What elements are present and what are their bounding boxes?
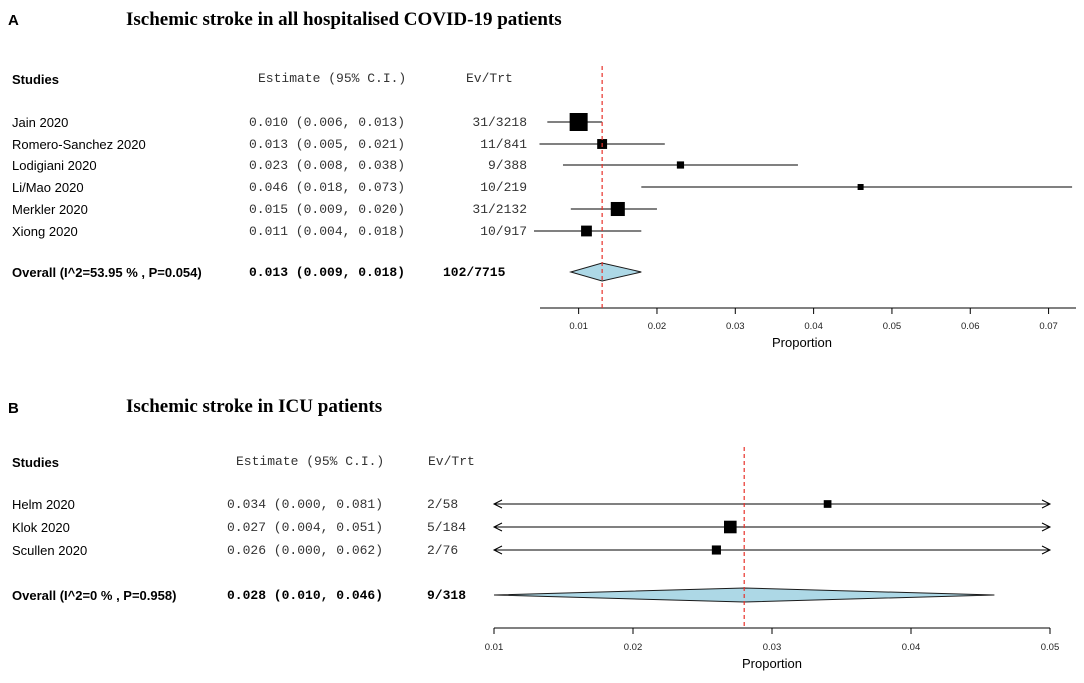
panel-a-header-studies: Studies [12,72,59,87]
panel-b-x-tick-label: 0.02 [624,642,643,653]
panel-b-study-marker [724,520,737,534]
study-name: Merkler 2020 [12,202,88,217]
panel-a-overall-diamond [569,262,642,282]
overall-estimate: 0.013 (0.009, 0.018) [249,265,406,280]
study-events: 2/58 [427,497,459,512]
panel-b-header-events: Ev/Trt [428,454,475,469]
study-events: 31/2132 [472,202,527,217]
study-estimate: 0.023 (0.008, 0.038) [249,158,406,173]
overall-name: Overall (I^2=53.95 % , P=0.054) [12,265,202,280]
study-estimate: 0.034 (0.000, 0.081) [227,497,384,512]
study-estimate: 0.011 (0.004, 0.018) [249,224,406,239]
study-events: 5/184 [427,520,467,535]
panel-b-ci-arrow-right [1041,522,1052,532]
study-estimate: 0.046 (0.018, 0.073) [249,180,406,195]
study-name: Jain 2020 [12,115,69,130]
panel-a-title: Ischemic stroke in all hospitalised COVI… [126,9,562,30]
panel-a-study-marker [676,161,685,169]
panel-b-title: Ischemic stroke in ICU patients [126,396,383,417]
panel-b-header-studies: Studies [12,455,59,470]
panel-b-x-axis-title: Proportion [742,656,802,671]
study-name: Helm 2020 [12,497,75,512]
overall-name: Overall (I^2=0 % , P=0.958) [12,588,177,603]
study-events: 31/3218 [472,115,527,130]
study-name: Klok 2020 [12,520,70,535]
panel-a-x-tick-label: 0.07 [1039,321,1058,332]
overall-events: 102/7715 [443,265,506,280]
panel-a-study-marker [857,184,864,190]
study-events: 9/388 [487,158,527,173]
panel-b-x-tick-label: 0.04 [902,642,921,653]
panel-b-label: B [8,400,19,417]
panel-b-x-tick-label: 0.03 [763,642,782,653]
overall-estimate: 0.028 (0.010, 0.046) [227,588,384,603]
panel-a-x-tick-label: 0.04 [804,321,823,332]
study-estimate: 0.027 (0.004, 0.051) [227,520,384,535]
panel-a-x-tick-label: 0.06 [961,321,980,332]
study-events: 2/76 [427,543,459,558]
study-events: 11/841 [480,137,527,152]
study-estimate: 0.015 (0.009, 0.020) [249,202,406,217]
study-estimate: 0.013 (0.005, 0.021) [249,137,406,152]
study-events: 10/917 [480,224,527,239]
study-name: Lodigiani 2020 [12,158,97,173]
study-estimate: 0.010 (0.006, 0.013) [249,115,406,130]
panel-a-x-tick-label: 0.03 [726,321,745,332]
panel-a-header-estimate: Estimate (95% C.I.) [258,71,407,86]
panel-b-header-estimate: Estimate (95% C.I.) [236,454,385,469]
study-events: 10/219 [480,180,527,195]
panel-b-x-tick-label: 0.01 [485,642,504,653]
panel-b-ci-arrow-left [492,499,503,509]
panel-b-ci-arrow-left [492,522,503,532]
study-name: Romero-Sanchez 2020 [12,137,146,152]
panel-b-ci-arrow-left [492,545,503,555]
panel-b-ci-arrow-right [1041,499,1052,509]
panel-a-study-marker [569,113,588,131]
study-estimate: 0.026 (0.000, 0.062) [227,543,384,558]
panel-b-ci-arrow-right [1041,545,1052,555]
study-name: Xiong 2020 [12,224,78,239]
study-name: Scullen 2020 [12,543,88,558]
panel-a-x-tick-label: 0.01 [569,321,588,332]
panel-b-x-tick-label: 0.05 [1041,642,1060,653]
panel-a-study-marker [610,201,625,217]
panel-b-study-marker [711,545,721,555]
panel-b-study-marker [823,500,832,508]
panel-a-label: A [8,12,19,29]
panel-a-x-tick-label: 0.02 [648,321,667,332]
study-name: Li/Mao 2020 [12,180,84,195]
panel-a-header-events: Ev/Trt [466,71,513,86]
panel-a-x-axis-title: Proportion [772,335,832,350]
overall-events: 9/318 [427,588,467,603]
panel-a-x-tick-label: 0.05 [883,321,902,332]
panel-a-study-marker [581,225,592,237]
